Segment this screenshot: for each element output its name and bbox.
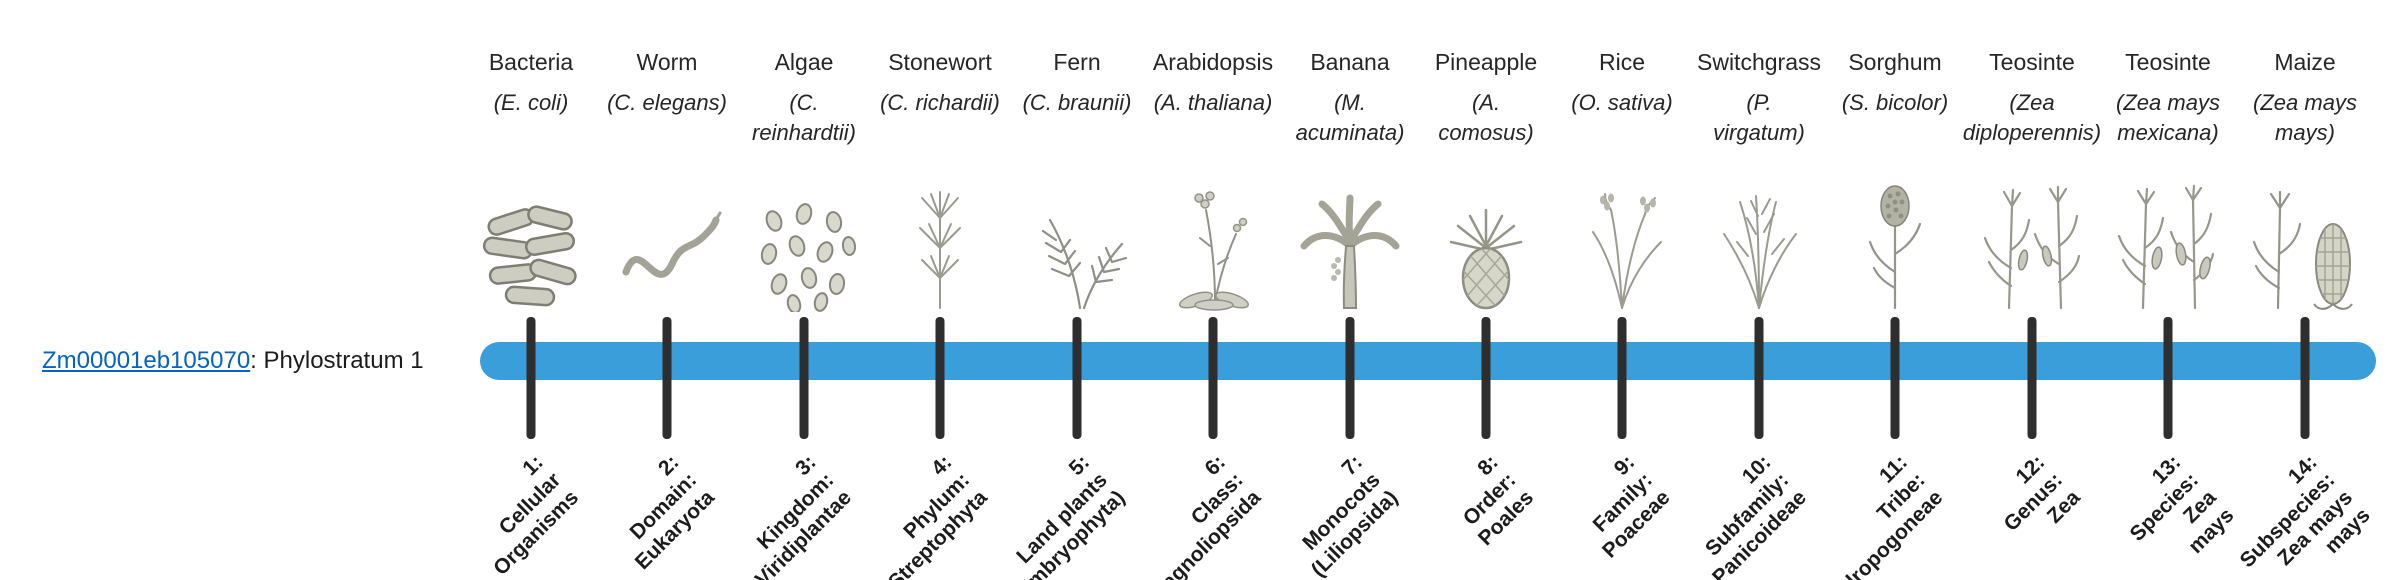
fern-illustration <box>997 176 1157 312</box>
stratum-label-text: 14: Subspecies: Zea mays mays <box>2235 450 2376 573</box>
taxon-common-name: Fern <box>1053 49 1101 75</box>
taxon-common-name: Arabidopsis <box>1152 49 1274 75</box>
taxon-scientific-name: (C. richardii) <box>880 90 1000 115</box>
taxon-scientific-name: (A. thaliana) <box>1153 90 1273 115</box>
taxon-column-sorghum: Sorghum (S. bicolor) <box>1795 48 1995 118</box>
taxon-scientific-name: (A. comosus) <box>1438 90 1534 145</box>
timeline-tick-14 <box>2300 317 2310 439</box>
phylostratum-text: : Phylostratum 1 <box>250 347 424 374</box>
timeline-tick-12 <box>2027 317 2037 439</box>
timeline-tick-2 <box>662 317 672 439</box>
taxon-common-name: Rice <box>1598 49 1645 75</box>
taxon-common-name: Bacteria <box>488 49 574 75</box>
taxon-scientific-name: (Zea diploperennis) <box>1962 90 2102 145</box>
taxon-scientific-name: (C. braunii) <box>1022 90 1132 115</box>
taxon-common-name: Teosinte <box>2125 49 2211 75</box>
taxon-scientific-name: (S. bicolor) <box>1841 90 1949 115</box>
gene-id-link[interactable]: Zm00001eb105070 <box>42 347 251 374</box>
banana-illustration <box>1270 176 1430 312</box>
timeline-tick-6 <box>1208 317 1218 439</box>
timeline-tick-8 <box>1481 317 1491 439</box>
taxon-scientific-name: (M. acuminata) <box>1295 90 1405 145</box>
taxon-common-name: Teosinte <box>1989 49 2075 75</box>
taxon-column-fern: Fern (C. braunii) <box>977 48 1177 118</box>
stratum-label-text: 3: Kingdom: Viridiplantae <box>751 450 857 580</box>
teosinte-mexicana-illustration <box>2088 176 2248 312</box>
taxon-column-arabidopsis: Arabidopsis (A. thaliana) <box>1113 48 1313 118</box>
taxon-common-name: Stonewort <box>888 49 992 75</box>
taxon-scientific-name: (C. elegans) <box>607 90 727 115</box>
timeline-tick-11 <box>1890 317 1900 439</box>
taxon-column-bacteria: Bacteria (E. coli) <box>431 48 631 118</box>
taxon-column-rice: Rice (O. sativa) <box>1522 48 1722 118</box>
taxon-common-name: Sorghum <box>1848 49 1942 75</box>
taxon-common-name: Switchgrass <box>1697 49 1821 75</box>
stratum-label-text: 1: Cellular Organisms <box>489 450 584 580</box>
taxon-scientific-name: (E. coli) <box>493 90 569 115</box>
stratum-label-text: 12: Genus: Zea <box>1999 450 2085 536</box>
taxon-common-name: Algae <box>774 49 834 75</box>
stratum-label-text: 9: Family: Poaceae <box>1588 450 1675 563</box>
stratum-label-text: 2: Domain: Eukaryota <box>625 450 720 575</box>
timeline-tick-3 <box>799 317 809 439</box>
taxon-scientific-name: (O. sativa) <box>1571 90 1673 115</box>
gene-label: Zm00001eb105070: Phylostratum 1 <box>42 346 424 376</box>
timeline-tick-7 <box>1345 317 1355 439</box>
worm-illustration <box>587 176 747 312</box>
timeline-tick-5 <box>1072 317 1082 439</box>
timeline-tick-4 <box>935 317 945 439</box>
taxon-column-worm: Worm (C. elegans) <box>567 48 767 118</box>
stratum-label-text: 13: Species: Zea mays <box>2125 450 2239 558</box>
taxon-column-banana: Banana (M. acuminata) <box>1250 48 1450 148</box>
rice-illustration <box>1542 176 1702 312</box>
taxon-scientific-name: (Zea mays mexicana) <box>2116 90 2220 145</box>
timeline-tick-13 <box>2163 317 2173 439</box>
taxon-column-teosinte-mexicana: Teosinte (Zea mays mexicana) <box>2068 48 2268 148</box>
algae-illustration <box>724 176 884 312</box>
switchgrass-illustration <box>1679 176 1839 312</box>
stratum-label-text: 4: Phylum: Streptophyta <box>884 450 993 580</box>
taxon-common-name: Banana <box>1310 49 1390 75</box>
timeline-tick-1 <box>526 317 536 439</box>
taxon-scientific-name: (Zea mays mays) <box>2253 90 2357 145</box>
teosinte-diploperennis-illustration <box>1952 176 2112 312</box>
taxon-column-stonewort: Stonewort (C. richardii) <box>840 48 1040 118</box>
stratum-label-text: 6: Class: Magnoliopsida <box>1145 450 1266 580</box>
taxon-column-pineapple: Pineapple (A. comosus) <box>1386 48 1586 148</box>
taxon-common-name: Worm <box>636 49 698 75</box>
bacteria-illustration <box>451 176 611 312</box>
maize-illustration <box>2225 176 2385 312</box>
taxon-column-switchgrass: Switchgrass (P. virgatum) <box>1659 48 1859 148</box>
sorghum-illustration <box>1815 176 1975 312</box>
stratum-label-text: 8: Order: Poales <box>1458 450 1539 551</box>
taxon-column-teosinte-diploperennis: Teosinte (Zea diploperennis) <box>1932 48 2132 148</box>
taxon-column-maize: Maize (Zea mays mays) <box>2205 48 2400 148</box>
taxon-scientific-name: (P. virgatum) <box>1713 90 1805 145</box>
stratum-label-text: 7: Monocots (Liliopsida) <box>1298 450 1403 580</box>
arabidopsis-illustration <box>1133 176 1293 312</box>
timeline-tick-10 <box>1754 317 1764 439</box>
taxon-column-algae: Algae (C. reinhardtii) <box>704 48 904 148</box>
taxon-scientific-name: (C. reinhardtii) <box>752 90 856 145</box>
timeline-tick-9 <box>1617 317 1627 439</box>
pineapple-illustration <box>1406 176 1566 312</box>
phylostrata-timeline-bar <box>480 342 2376 380</box>
stonewort-illustration <box>860 176 1020 312</box>
stratum-label-text: 11: Tribe: Andropogoneae <box>1817 450 1948 580</box>
stratum-label-text: 5: Land plants (Embryophyta) <box>1008 450 1130 580</box>
taxon-common-name: Maize <box>2274 49 2336 75</box>
taxon-common-name: Pineapple <box>1434 49 1538 75</box>
